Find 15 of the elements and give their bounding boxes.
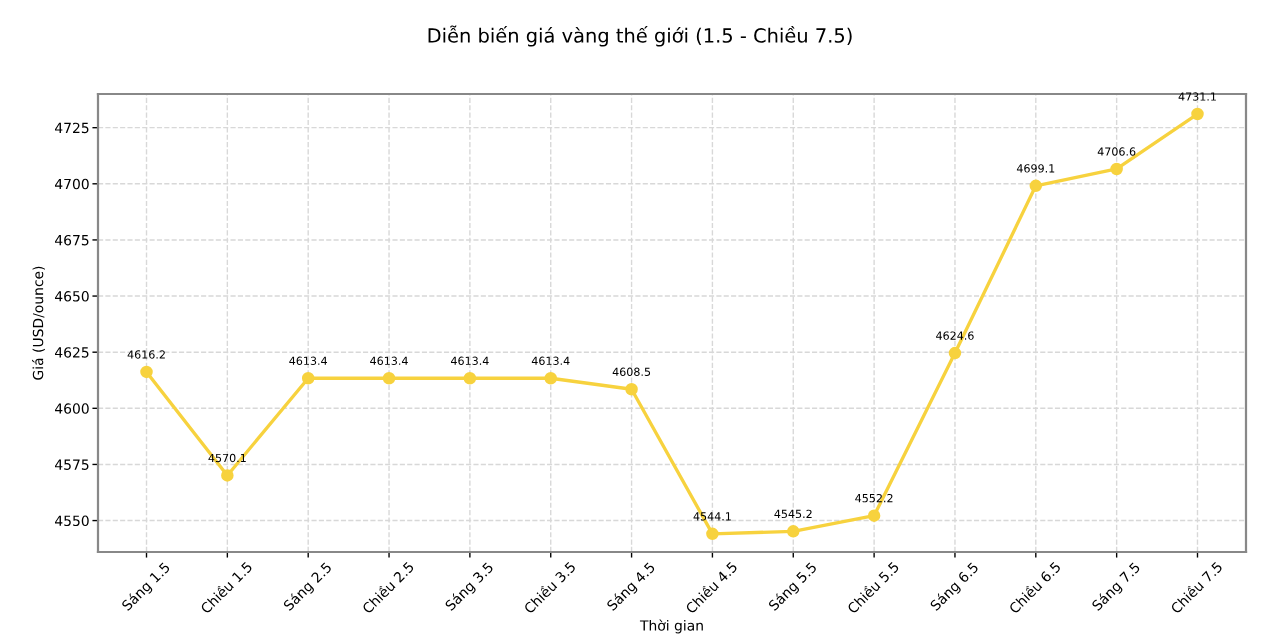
point (1191, 107, 1204, 121)
chart-title: Diễn biến giá vàng thế giới (1.5 - Chiều 7.5) (428, 25, 852, 47)
point (140, 365, 153, 379)
point (301, 371, 315, 385)
point (706, 527, 719, 541)
point (1029, 179, 1043, 193)
point (787, 525, 800, 538)
point (1110, 162, 1123, 176)
point (382, 371, 396, 385)
point (625, 382, 638, 396)
point (221, 469, 234, 482)
point (948, 346, 962, 360)
point (544, 371, 557, 385)
point (463, 371, 477, 385)
point (867, 509, 881, 522)
